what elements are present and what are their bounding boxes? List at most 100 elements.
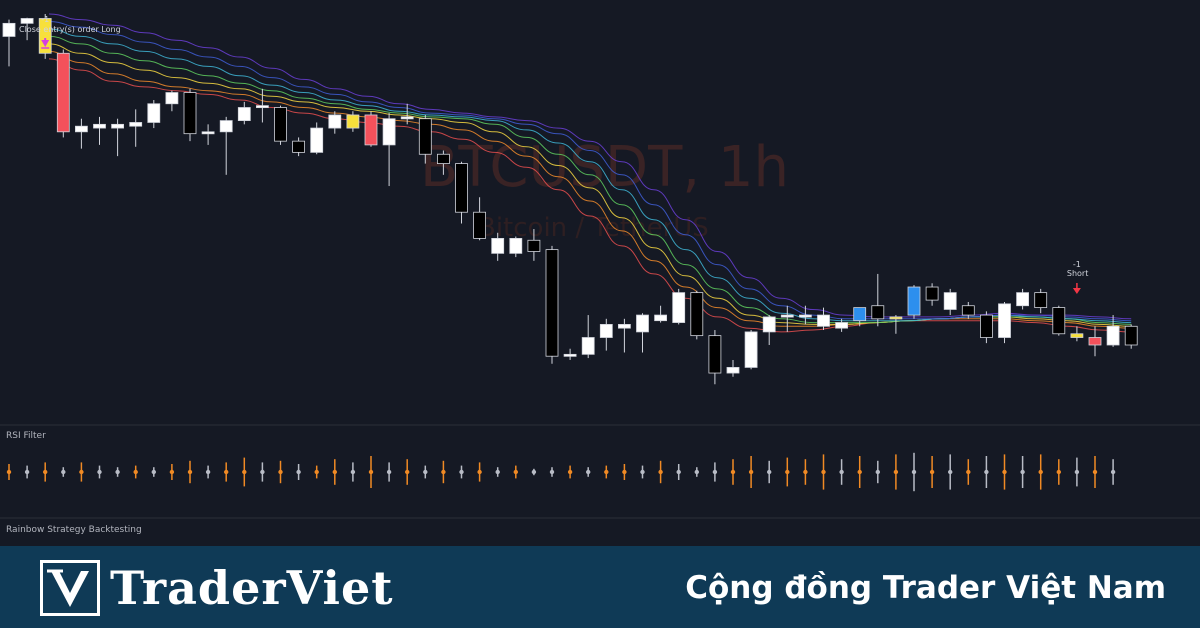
candle-body <box>382 118 396 146</box>
candle-body <box>708 335 722 374</box>
rsi-bar <box>187 460 193 484</box>
rsi-midpoint-dot <box>1092 469 1098 475</box>
candle <box>1070 326 1084 342</box>
rsi-bar <box>948 454 953 490</box>
candle <box>129 109 143 147</box>
rsi-bar <box>24 465 30 479</box>
candle <box>93 116 106 145</box>
candle <box>907 285 921 319</box>
candle <box>708 330 722 385</box>
rsi-bar <box>1092 456 1098 488</box>
brand-tagline: Cộng đồng Trader Việt Nam <box>685 570 1166 606</box>
candle-body <box>672 292 686 323</box>
candle-body <box>853 307 867 322</box>
candle-body <box>925 286 939 301</box>
candle-body <box>364 114 378 146</box>
candle <box>1124 324 1138 349</box>
signal-quantity-label: -1 <box>1073 260 1081 269</box>
rsi-midpoint-dot <box>97 469 102 475</box>
rsi-midpoint-dot <box>459 469 464 475</box>
candle <box>183 88 197 142</box>
candle-body <box>943 292 957 310</box>
candle-body <box>509 237 523 254</box>
chart-background <box>0 0 1200 546</box>
rsi-midpoint-dot <box>24 469 30 475</box>
rsi-midpoint-dot <box>911 469 917 475</box>
candle <box>491 232 505 261</box>
rsi-bar <box>495 467 500 477</box>
candlestick-series <box>2 14 1138 385</box>
candle <box>690 290 704 340</box>
candle-body <box>581 337 595 355</box>
candle <box>147 100 161 129</box>
rsi-bar <box>640 465 645 479</box>
rsi-midpoint-dot <box>314 469 319 475</box>
candle <box>545 245 559 364</box>
candle <box>961 301 975 319</box>
rsi-midpoint-dot <box>278 469 283 475</box>
candle-body <box>744 331 758 368</box>
rsi-bar <box>405 459 410 485</box>
logo-v-icon <box>47 569 89 607</box>
rsi-bar <box>350 462 356 482</box>
rsi-midpoint-dot <box>441 469 446 475</box>
rsi-bar <box>278 460 283 484</box>
candle <box>980 311 993 344</box>
candle-body <box>545 249 559 357</box>
candle-body <box>980 314 993 338</box>
candle-body <box>835 322 848 329</box>
rsi-midpoint-dot <box>1074 469 1080 475</box>
candle-body <box>654 314 667 322</box>
rsi-midpoint-dot <box>513 469 518 475</box>
rsi-midpoint-dot <box>386 469 392 475</box>
candle-body <box>563 353 577 357</box>
rsi-midpoint-dot <box>79 469 84 475</box>
candle-body <box>436 153 450 164</box>
candle <box>310 122 324 155</box>
candle-body <box>907 286 921 316</box>
rsi-midpoint-dot <box>730 469 736 475</box>
rsi-bar <box>604 465 609 479</box>
candle <box>111 118 124 157</box>
candle-body <box>255 105 269 109</box>
candle-body <box>328 114 342 129</box>
rsi-bar <box>730 459 736 485</box>
candle-body <box>93 123 106 129</box>
candle-body <box>473 211 487 239</box>
rsi-midpoint-dot <box>368 469 374 475</box>
rsi-midpoint-dot <box>332 469 337 475</box>
rainbow-ribbon <box>48 13 1132 333</box>
candle <box>75 118 88 149</box>
traderviet-logo <box>40 560 100 616</box>
candle <box>853 307 867 327</box>
rsi-bar <box>567 465 573 479</box>
rsi-bar <box>115 467 120 477</box>
rsi-midpoint-dot <box>622 469 627 475</box>
rsi-bar <box>205 465 211 479</box>
ribbon-line <box>48 13 1132 320</box>
rsi-midpoint-dot <box>857 469 862 475</box>
rsi-bar <box>1002 454 1007 490</box>
candle-body <box>1052 307 1066 335</box>
rsi-midpoint-dot <box>61 469 66 475</box>
candle <box>436 150 450 175</box>
candle <box>581 315 595 359</box>
rsi-bar <box>386 462 392 482</box>
rsi-bar <box>133 465 138 479</box>
rsi-bar <box>169 464 175 480</box>
candle-body <box>1124 325 1138 346</box>
rsi-bar <box>767 460 772 484</box>
rsi-bar <box>1056 459 1062 485</box>
candle-body <box>56 52 70 133</box>
candle-body <box>871 305 885 320</box>
rsi-midpoint-dot <box>658 469 663 475</box>
rsi-bar <box>658 460 663 484</box>
short-signal-label: Short <box>1067 269 1088 278</box>
candle-body <box>618 324 631 329</box>
rsi-bar <box>694 467 699 477</box>
candle <box>889 315 903 334</box>
candle <box>871 273 885 327</box>
rsi-bar <box>314 465 319 479</box>
rsi-bar <box>893 454 899 490</box>
